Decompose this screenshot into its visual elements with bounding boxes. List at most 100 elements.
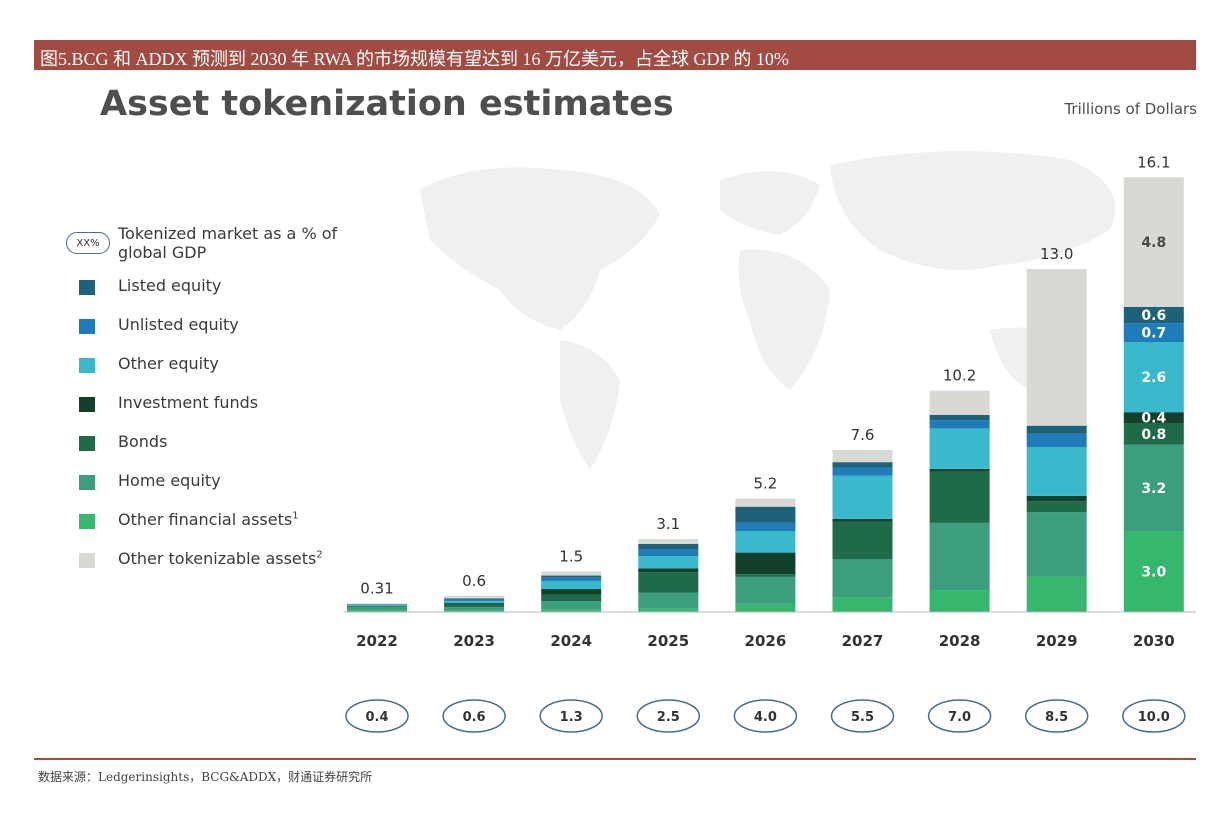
bar-segment-2029-other-tokenizable-assets xyxy=(1026,269,1087,426)
bar-segment-2023-investment-funds xyxy=(444,603,505,605)
bar-segment-2028-bonds xyxy=(929,471,990,523)
x-tick-labels-group: 2022 2023 2024 2025 2026 2027 2028 2029 2030 xyxy=(356,632,1175,650)
total-label-2025: 3.1 xyxy=(656,515,680,533)
legend-label: Other equity xyxy=(118,354,219,373)
bar-segment-2030-bonds xyxy=(1123,423,1184,445)
bar-segment-2026-bonds xyxy=(735,574,796,577)
bar-segment-2030-other-equity xyxy=(1123,342,1184,413)
bar-segment-2027-unlisted-equity xyxy=(832,467,893,476)
bar-segment-2027-investment-funds xyxy=(832,518,893,522)
bar-segment-2025-other-financial-assets xyxy=(638,608,699,612)
bar-segment-2029-unlisted-equity xyxy=(1026,433,1087,448)
segment-label-2030-investment-funds: 0.4 xyxy=(1141,411,1166,427)
bar-segment-2022-other-equity xyxy=(347,604,407,606)
x-tick-label-2028: 2028 xyxy=(939,632,981,650)
bar-segment-2024-listed-equity xyxy=(541,575,602,578)
legend-item-investment-funds: Investment funds xyxy=(66,385,366,424)
bar-segment-2030-home-equity xyxy=(1123,444,1184,531)
legend-item-listed-equity: Listed equity xyxy=(66,268,366,307)
bar-segment-2028-unlisted-equity xyxy=(929,420,990,429)
total-label-2027: 7.6 xyxy=(851,426,875,444)
bar-segment-2030-investment-funds xyxy=(1123,412,1184,423)
legend-item-other-equity: Other equity xyxy=(66,346,366,385)
bar-segment-2029-other-financial-assets xyxy=(1026,576,1087,612)
bar-segment-2026-home-equity xyxy=(735,576,796,604)
x-tick-label-2023: 2023 xyxy=(453,632,495,650)
total-label-2024: 1.5 xyxy=(559,548,583,566)
bar-segment-2026-unlisted-equity xyxy=(735,522,796,531)
bar-segment-2026-investment-funds xyxy=(735,552,796,575)
legend-swatch xyxy=(79,397,95,412)
bar-segment-2023-unlisted-equity xyxy=(444,599,505,601)
bar-segment-2025-other-tokenizable-assets xyxy=(638,539,699,544)
x-tick-label-2027: 2027 xyxy=(842,632,884,650)
x-tick-label-2030: 2030 xyxy=(1133,632,1175,650)
bar-segment-2024-home-equity xyxy=(541,601,602,610)
bar-segment-2025-other-equity xyxy=(638,556,699,569)
bar-segment-2026-other-financial-assets xyxy=(735,603,796,612)
gdp-share-label-2028: 7.0 xyxy=(948,710,971,725)
bar-segment-2030-other-financial-assets xyxy=(1123,531,1184,612)
segment-label-2030-other-equity: 2.6 xyxy=(1141,370,1166,386)
total-label-2023: 0.6 xyxy=(462,572,486,590)
bar-segment-2027-other-financial-assets xyxy=(832,597,893,612)
legend-swatch xyxy=(79,280,95,295)
gdp-share-oval-2025 xyxy=(636,699,701,733)
legend-items: Listed equity Unlisted equity Other equity… xyxy=(66,268,366,580)
bar-segment-2022-home-equity xyxy=(347,606,407,611)
bar-segment-2022-listed-equity xyxy=(347,603,407,605)
bar-segment-2029-home-equity xyxy=(1026,512,1087,577)
figure-caption: 图5.BCG 和 ADDX 预测到 2030 年 RWA 的市场规模有望达到 1… xyxy=(40,49,789,69)
bars-group xyxy=(347,177,1184,612)
bar-segment-2027-home-equity xyxy=(832,559,893,598)
total-label-2026: 5.2 xyxy=(753,475,777,493)
legend-swatch xyxy=(79,514,95,529)
segment-label-2030-bonds: 0.8 xyxy=(1141,427,1166,443)
segment-label-2030-other-tokenizable-assets: 4.8 xyxy=(1141,235,1166,251)
bar-segment-2025-unlisted-equity xyxy=(638,549,699,557)
bar-segment-2025-home-equity xyxy=(638,592,699,609)
figure-caption-banner: 图5.BCG 和 ADDX 预测到 2030 年 RWA 的市场规模有望达到 1… xyxy=(34,40,1196,70)
legend-swatch xyxy=(79,358,95,373)
gdp-share-oval-2028 xyxy=(927,699,992,733)
bar-segment-2025-bonds xyxy=(638,572,699,593)
total-labels-group: 0.31 0.6 1.5 3.1 5.2 7.6 10.2 13.0 16.1 xyxy=(360,153,1170,597)
gdp-share-label-2030: 10.0 xyxy=(1138,710,1170,725)
bar-segment-2028-home-equity xyxy=(929,522,990,591)
bar-segment-2025-investment-funds xyxy=(638,568,699,573)
bar-segment-2030-listed-equity xyxy=(1123,306,1184,324)
legend-item-bonds: Bonds xyxy=(66,424,366,463)
bar-segment-2026-other-equity xyxy=(735,531,796,553)
gdp-share-oval-2026 xyxy=(733,699,798,733)
legend-swatch xyxy=(79,475,95,490)
x-tick-label-2025: 2025 xyxy=(647,632,689,650)
bar-segment-2026-other-tokenizable-assets xyxy=(735,498,796,507)
segment-labels-2030-group: 3.0 3.2 0.80.4 2.6 0.7 0.6 4.8 xyxy=(1141,235,1166,580)
legend-swatch xyxy=(79,436,95,451)
gdp-share-label-2025: 2.5 xyxy=(657,710,680,725)
total-label-2029: 13.0 xyxy=(1040,245,1073,263)
bar-segment-2023-other-tokenizable-assets xyxy=(444,595,505,599)
bar-segment-2024-other-equity xyxy=(541,580,602,590)
bar-segment-2023-home-equity xyxy=(444,607,505,611)
legend-gdp-oval: XX% xyxy=(66,232,110,254)
total-label-2028: 10.2 xyxy=(943,367,976,385)
gdp-share-oval-2022 xyxy=(345,699,409,733)
legend-item-home-equity: Home equity xyxy=(66,463,366,502)
segment-label-2030-other-financial-assets: 3.0 xyxy=(1141,565,1166,581)
footer-divider xyxy=(34,758,1196,760)
bar-segment-2026-listed-equity xyxy=(735,506,796,523)
bar-segment-2028-other-tokenizable-assets xyxy=(929,390,990,415)
legend-item-unlisted-equity: Unlisted equity xyxy=(66,307,366,346)
total-label-2022: 0.31 xyxy=(360,580,393,598)
legend-label: Listed equity xyxy=(118,276,222,295)
legend-label: Bonds xyxy=(118,432,168,451)
gdp-share-oval-2023 xyxy=(442,699,506,733)
bar-segment-2028-listed-equity xyxy=(929,414,990,421)
bar-segment-2030-unlisted-equity xyxy=(1123,323,1184,342)
legend-swatch xyxy=(79,319,95,334)
legend-swatch xyxy=(79,553,95,568)
legend-label: Other financial assets1 xyxy=(118,510,299,529)
bar-segment-2023-bonds xyxy=(444,604,505,608)
